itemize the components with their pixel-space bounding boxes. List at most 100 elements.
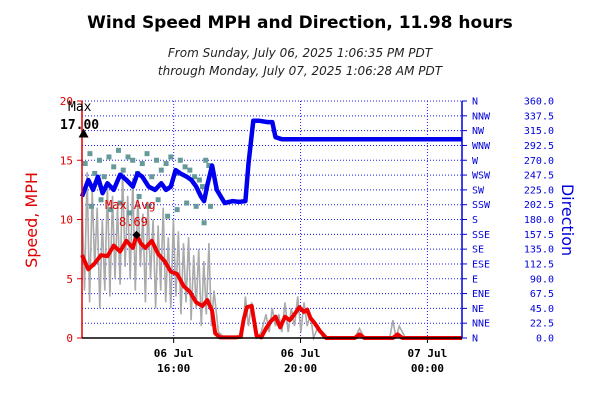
right-tick-dir-2: NE — [472, 304, 484, 315]
x-tick-time-1: 20:00 — [284, 362, 317, 375]
direction-sample-2 — [92, 170, 98, 176]
right-tick-dir-3: ENE — [472, 289, 490, 300]
direction-sample-13 — [144, 151, 150, 157]
direction-sample-35 — [146, 203, 152, 209]
right-tick-deg-7: 157.5 — [524, 230, 554, 241]
right-tick-dir-14: NW — [472, 126, 485, 137]
direction-sample-41 — [201, 220, 207, 226]
right-tick-dir-12: W — [472, 156, 479, 167]
right-tick-deg-14: 315.0 — [524, 126, 554, 137]
max-annotation-value: 17.00 — [60, 118, 99, 133]
direction-sample-36 — [155, 197, 161, 203]
right-tick-dir-0: N — [472, 334, 478, 345]
right-tick-dir-11: WSW — [472, 171, 491, 182]
right-tick-dir-9: SSW — [472, 200, 491, 211]
direction-sample-8 — [120, 167, 126, 173]
y-axis-right-label: Direction — [558, 184, 577, 256]
chart-subtitle-from: From Sunday, July 06, 2025 1:06:35 PM PD… — [168, 46, 434, 60]
right-tick-dir-1: NNE — [472, 319, 490, 330]
left-tick-label-3: 15 — [60, 154, 73, 167]
direction-sample-4 — [101, 174, 107, 180]
right-tick-dir-8: S — [472, 215, 478, 226]
direction-sample-18 — [168, 154, 174, 160]
direction-sample-17 — [163, 161, 169, 167]
right-tick-deg-2: 45.0 — [530, 304, 554, 315]
direction-sample-16 — [158, 167, 164, 173]
direction-sample-23 — [192, 174, 198, 180]
right-tick-dir-4: E — [472, 274, 478, 285]
x-tick-date-1: 06 Jul — [281, 347, 321, 360]
right-tick-deg-1: 22.5 — [530, 319, 554, 330]
right-tick-deg-4: 90.0 — [530, 274, 554, 285]
direction-sample-7 — [115, 147, 121, 153]
right-tick-deg-11: 247.5 — [524, 171, 554, 182]
direction-sample-31 — [108, 207, 114, 213]
right-tick-deg-3: 67.5 — [530, 289, 554, 300]
right-tick-deg-8: 180.0 — [524, 215, 554, 226]
direction-sample-15 — [154, 157, 160, 163]
chart-title: Wind Speed MPH and Direction, 11.98 hour… — [87, 13, 513, 33]
right-tick-deg-13: 292.5 — [524, 141, 554, 152]
right-tick-dir-13: WNW — [472, 141, 491, 152]
direction-sample-9 — [125, 154, 131, 160]
right-tick-deg-12: 270.0 — [524, 156, 554, 167]
y-axis-left-label: Speed, MPH — [22, 172, 41, 268]
right-tick-deg-0: 0.0 — [536, 334, 554, 345]
max-marker — [78, 128, 89, 138]
direction-sample-33 — [127, 210, 133, 216]
left-tick-label-0: 0 — [66, 332, 73, 345]
right-tick-deg-15: 337.5 — [524, 111, 554, 122]
direction-sample-5 — [106, 154, 112, 160]
direction-sample-30 — [98, 197, 104, 203]
right-tick-deg-16: 360.0 — [524, 97, 554, 108]
max-avg-marker — [132, 230, 141, 240]
direction-sample-12 — [139, 161, 145, 167]
tick-labels: 0 5 10 15 20 N 0.0 NNE 22.5 NE 45.0 ENE 67.5 E 90.0 ESE… — [60, 95, 554, 375]
max-avg-annotation-label: Max Avg — [105, 198, 156, 212]
left-tick-label-4: 20 — [60, 95, 73, 108]
direction-sample-27 — [206, 163, 212, 169]
wind-direction-line — [79, 118, 462, 206]
x-tick-time-2: 00:00 — [411, 362, 444, 375]
left-tick-label-2: 10 — [60, 214, 73, 227]
annotations: Max 17.00 Max Avg 8.69 — [60, 100, 156, 240]
direction-sample-39 — [184, 200, 190, 206]
direction-sample-37 — [165, 213, 171, 219]
direction-sample-20 — [177, 157, 183, 163]
x-tick-time-0: 16:00 — [157, 362, 190, 375]
direction-sample-10 — [130, 157, 136, 163]
right-tick-deg-10: 225.0 — [524, 185, 554, 196]
direction-sample-42 — [207, 203, 213, 209]
right-tick-dir-6: SE — [472, 245, 484, 256]
direction-sample-32 — [117, 200, 123, 206]
chart-subtitle-through: through Monday, July 07, 2025 1:06:28 AM… — [158, 64, 444, 78]
right-tick-dir-7: SSE — [472, 230, 490, 241]
direction-sample-14 — [149, 174, 155, 180]
x-tick-date-0: 06 Jul — [154, 347, 194, 360]
max-avg-annotation-value: 8.69 — [119, 215, 148, 229]
direction-sample-34 — [136, 193, 142, 199]
direction-sample-21 — [182, 164, 188, 170]
right-tick-deg-9: 202.5 — [524, 200, 554, 211]
left-tick-label-1: 5 — [66, 273, 73, 286]
right-tick-dir-16: N — [472, 97, 478, 108]
right-tick-deg-6: 135.0 — [524, 245, 554, 256]
direction-sample-29 — [89, 203, 95, 209]
direction-sample-24 — [196, 177, 202, 183]
direction-sample-38 — [174, 207, 180, 213]
right-tick-deg-5: 112.5 — [524, 259, 554, 270]
right-tick-dir-5: ESE — [472, 259, 490, 270]
direction-sample-1 — [87, 151, 93, 157]
direction-sample-0 — [82, 161, 88, 167]
direction-sample-22 — [187, 167, 193, 173]
right-tick-dir-10: SW — [472, 185, 485, 196]
x-tick-date-2: 07 Jul — [408, 347, 448, 360]
direction-sample-40 — [193, 203, 199, 209]
right-tick-dir-15: NNW — [472, 111, 491, 122]
direction-sample-3 — [96, 157, 102, 163]
direction-sample-25 — [200, 184, 206, 190]
direction-sample-6 — [111, 164, 117, 170]
max-annotation-label: Max — [68, 100, 92, 115]
direction-sample-26 — [203, 157, 209, 163]
